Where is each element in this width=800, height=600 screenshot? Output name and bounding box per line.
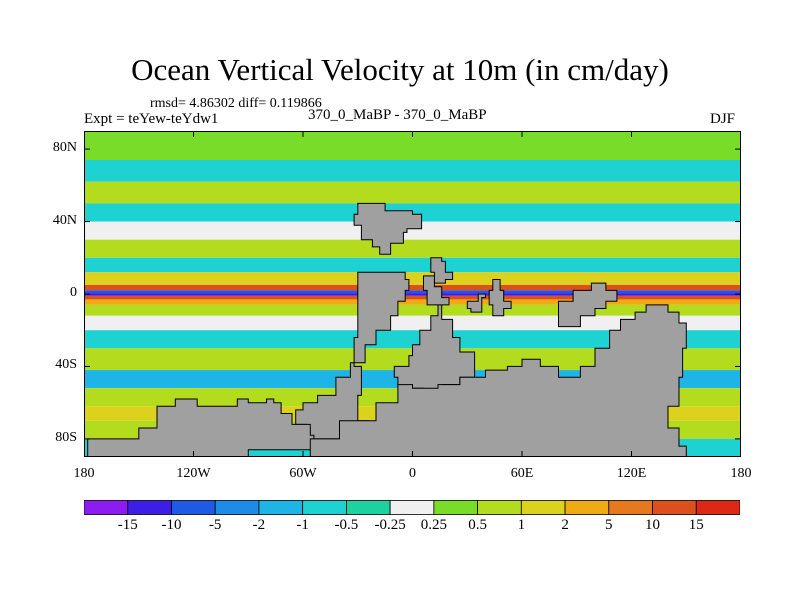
- colorbar-label: 0.25: [420, 517, 447, 533]
- colorbar-swatch: [389, 500, 435, 515]
- field-band-12: [84, 299, 741, 305]
- colorbar-label: 10: [645, 517, 661, 533]
- field-band-13: [84, 304, 741, 316]
- land-antarctica-east: [309, 304, 687, 457]
- field-band-15: [84, 330, 741, 349]
- field-band-5: [84, 239, 741, 258]
- colorbar-swatch: [608, 500, 653, 515]
- colorbar-swatch: [652, 500, 697, 515]
- colorbar-swatch: [171, 500, 216, 515]
- field-band-10: [84, 293, 741, 296]
- y-tick-label: 40N: [52, 212, 77, 228]
- colorbar-label: 0.5: [468, 517, 487, 533]
- field-band-8: [84, 284, 741, 291]
- colorbar-swatch: [433, 500, 479, 515]
- colorbar-label: -15: [117, 517, 138, 533]
- land-central-island: [430, 257, 454, 284]
- x-tick-label: 60W: [289, 466, 317, 481]
- stats-label: rmsd= 4.86302 diff= 0.119866: [150, 96, 322, 111]
- colorbar-label: 2: [561, 517, 569, 533]
- colorbar-label: 15: [688, 517, 704, 533]
- season-label: DJF: [710, 111, 736, 127]
- chart-title: Ocean Vertical Velocity at 10m (in cm/da…: [131, 52, 669, 87]
- y-tick-label: 0: [70, 285, 77, 300]
- colorbar-swatch: [695, 500, 740, 515]
- colorbar-label: -1: [296, 517, 309, 533]
- x-tick-label: 180: [730, 466, 752, 481]
- x-tick-label: 120W: [176, 466, 211, 481]
- x-tick-label: 60E: [510, 466, 534, 481]
- y-tick-label: 80N: [52, 140, 77, 156]
- field-band-7: [84, 272, 741, 285]
- field-band-1: [84, 159, 741, 182]
- colorbar-label: -0.5: [334, 517, 359, 533]
- colorbar-label: -5: [208, 517, 222, 533]
- colorbar-swatch: [127, 500, 172, 515]
- experiment-label: Expt = teYew-teYdw1: [84, 111, 219, 127]
- colorbar-label: -10: [161, 517, 182, 533]
- y-tick-label: 40S: [55, 357, 77, 373]
- colorbar: [84, 500, 740, 515]
- comparison-label: 370_0_MaBP - 370_0_MaBP: [308, 107, 487, 123]
- map-plot: [84, 131, 741, 457]
- field-band-9: [84, 290, 741, 294]
- x-tick-label: 0: [409, 466, 416, 481]
- colorbar-swatch: [258, 500, 304, 515]
- colorbar-label: -2: [252, 517, 266, 533]
- colorbar-label: 5: [605, 517, 613, 533]
- field-band-4: [84, 221, 741, 240]
- land-africa-east: [488, 279, 512, 317]
- field-band-11: [84, 295, 741, 300]
- land-africa: [393, 275, 476, 393]
- land-masses: [87, 202, 687, 457]
- land-india-block: [466, 293, 486, 313]
- x-tick-label: 120E: [616, 466, 647, 481]
- colorbar-swatch: [214, 500, 260, 515]
- x-tick-label: 180: [73, 466, 95, 481]
- colorbar-label: -0.25: [374, 517, 406, 533]
- colorbar-swatch: [564, 500, 610, 515]
- colorbar-label: 1: [517, 517, 526, 533]
- field-band-2: [84, 181, 741, 204]
- colorbar-swatch: [345, 500, 391, 515]
- land-southern-continent: [87, 398, 315, 457]
- land-north-america: [353, 202, 423, 255]
- colorbar-swatch: [84, 500, 129, 515]
- y-tick-label: 80S: [55, 429, 77, 445]
- land-australia: [558, 282, 618, 328]
- colorbar-swatch: [302, 500, 347, 515]
- land-south-america: [295, 271, 410, 451]
- colorbar-swatch: [520, 500, 566, 515]
- colorbar-swatch: [477, 500, 522, 515]
- plot-frame: [84, 131, 741, 457]
- field-band-6: [84, 257, 741, 273]
